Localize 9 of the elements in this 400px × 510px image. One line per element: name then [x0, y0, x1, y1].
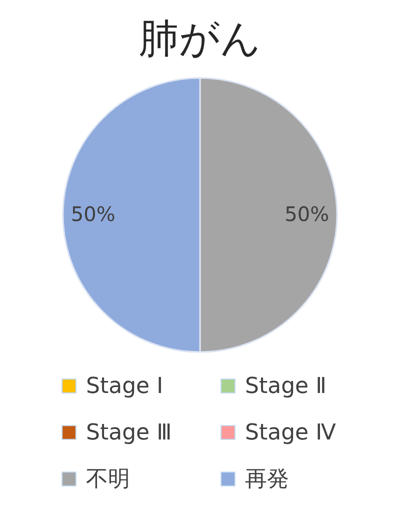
legend-label: Stage Ⅲ: [86, 420, 172, 446]
legend-label: 再発: [245, 467, 289, 492]
data-label: 50%: [284, 202, 330, 226]
legend-label: Stage Ⅳ: [245, 420, 337, 446]
legend-label: Stage Ⅱ: [245, 374, 326, 399]
legend-label: 不明: [86, 467, 130, 492]
chart-title: 肺がん: [139, 16, 261, 62]
data-label: 50%: [70, 202, 116, 226]
legend-label: Stage Ⅰ: [86, 374, 164, 399]
